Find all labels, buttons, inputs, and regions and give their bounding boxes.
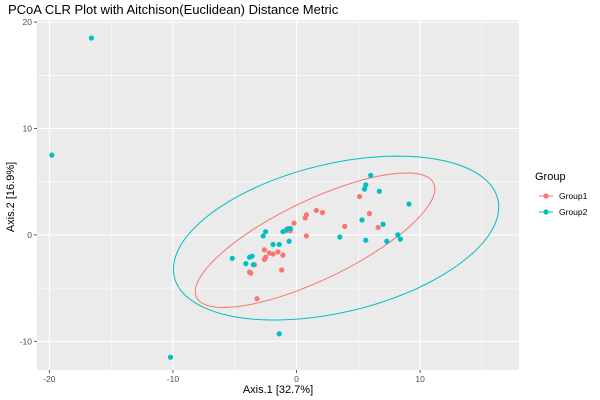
x-tick-label: 10: [415, 374, 425, 384]
plot-panel: [37, 20, 519, 370]
group2-point: [270, 241, 276, 248]
x-tick-label: -20: [43, 374, 56, 384]
axes: -20 -10 0 10 -10 0 10 20: [20, 17, 425, 384]
y-tick-label: 10: [23, 124, 33, 134]
y-tick-label: -10: [20, 336, 33, 346]
group1-point: [291, 220, 297, 226]
group1-point: [275, 249, 281, 255]
group2-legend-label: Group2: [559, 207, 588, 217]
group2-point: [359, 217, 365, 223]
group1-point: [313, 207, 319, 214]
group2-point: [384, 238, 390, 244]
group2-point: [376, 188, 382, 194]
group1-point: [319, 209, 326, 216]
y-tick-label: 20: [23, 17, 33, 27]
legend: Group Group1 Group2: [535, 171, 588, 217]
x-axis-title: Axis.1 [32.7%]: [243, 384, 313, 396]
x-tick-label: -10: [167, 374, 180, 384]
group1-point: [342, 223, 348, 229]
group1-point: [279, 267, 285, 273]
group1-point: [270, 251, 276, 257]
group2-ellipse: [172, 155, 500, 321]
group2-point: [88, 35, 94, 41]
group2-point: [363, 182, 369, 188]
group2-point: [361, 186, 368, 192]
legend-title: Group: [535, 171, 566, 183]
group1-point: [261, 247, 268, 253]
group1-point: [261, 256, 268, 262]
group2-point: [337, 234, 343, 240]
group1-point: [254, 296, 260, 302]
grid-lines: [37, 20, 519, 370]
group2-point: [276, 331, 282, 337]
group1-legend-label: Group1: [559, 191, 588, 201]
group1-point: [280, 252, 286, 258]
group2-point: [395, 232, 401, 238]
group2-point: [380, 221, 386, 227]
group1-point: [303, 233, 310, 239]
group2-point: [250, 262, 256, 268]
group1-legend-key: [543, 193, 549, 199]
group2-legend-key: [543, 209, 549, 215]
group1-point: [366, 211, 373, 217]
group2-point: [229, 255, 235, 261]
x-tick-label: 0: [294, 374, 299, 384]
group2-point: [276, 241, 282, 248]
group2-point: [397, 236, 403, 242]
group2-point: [286, 238, 292, 244]
chart-title: PCoA CLR Plot with Aitchison(Euclidean) …: [8, 2, 339, 17]
group2-point: [263, 229, 269, 235]
y-tick-label: 0: [27, 230, 32, 240]
group1-point: [248, 270, 254, 276]
data-points: [49, 35, 412, 360]
group2-point: [363, 237, 369, 243]
group2-point: [368, 172, 374, 178]
confidence-ellipses: [172, 155, 500, 321]
group1-ellipse: [194, 172, 436, 309]
group2-point: [49, 152, 55, 158]
group2-point: [287, 225, 293, 232]
group2-point: [260, 233, 266, 239]
group1-point: [303, 212, 310, 218]
group2-point: [406, 201, 412, 207]
group1-point: [356, 193, 363, 200]
group2-point: [249, 253, 255, 259]
y-axis-title: Axis.2 [16.9%]: [5, 162, 17, 232]
group1-point: [375, 224, 381, 231]
group2-point: [243, 261, 249, 267]
group2-point: [167, 354, 174, 360]
